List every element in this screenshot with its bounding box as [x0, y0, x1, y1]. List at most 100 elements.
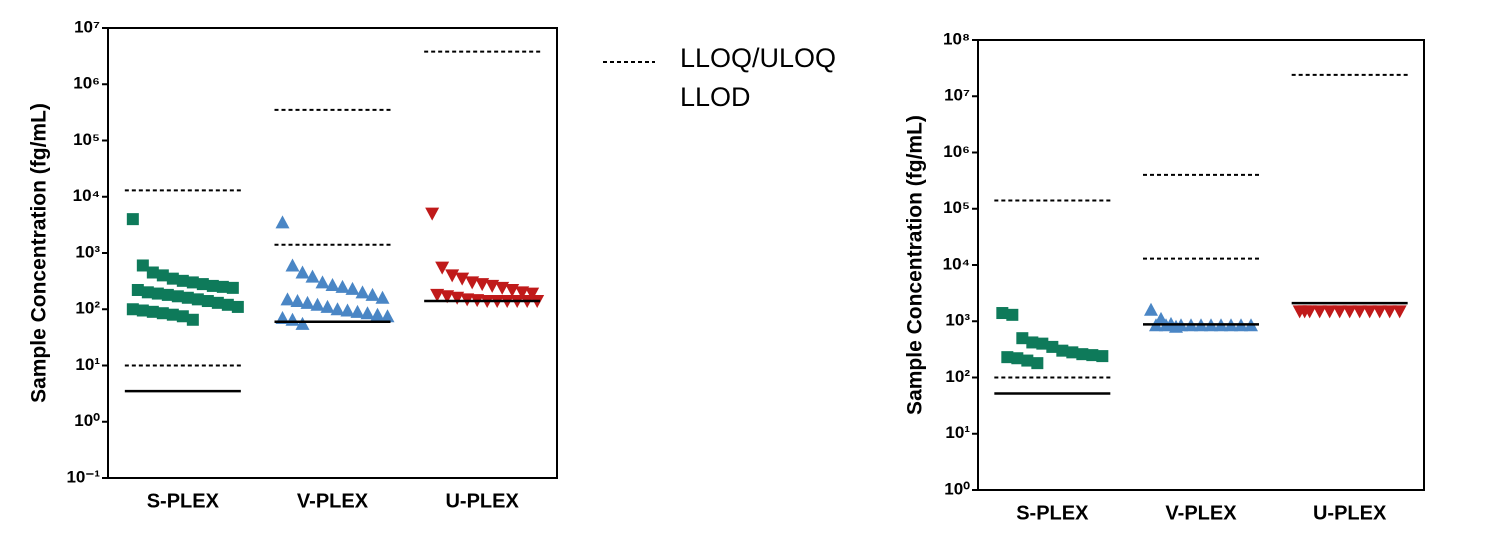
data-point: [1312, 305, 1327, 319]
data-point: [350, 304, 365, 318]
data-point: [1016, 332, 1029, 345]
y-tick-label: 10⁰: [944, 479, 970, 498]
data-point: [186, 276, 199, 289]
data-point: [475, 278, 490, 292]
data-point: [375, 290, 390, 304]
x-tick-label: S-PLEX: [147, 490, 220, 512]
data-point: [1076, 348, 1089, 361]
data-point: [996, 307, 1009, 320]
data-point: [146, 305, 159, 318]
data-point: [310, 297, 325, 311]
data-point: [156, 269, 169, 282]
data-point: [146, 266, 159, 279]
data-point: [1046, 340, 1059, 353]
data-point: [176, 310, 189, 323]
data-point: [141, 286, 154, 299]
y-tick-label: 10⁵: [73, 130, 100, 149]
data-point: [330, 302, 345, 316]
data-point: [1297, 305, 1312, 319]
data-point: [191, 293, 204, 306]
y-axis-label: Sample Concentration (fg/mL): [28, 103, 51, 403]
data-point: [335, 279, 350, 293]
data-point: [320, 299, 335, 313]
data-point: [126, 213, 139, 226]
data-point: [455, 272, 470, 286]
y-tick-label: 10⁴: [943, 254, 970, 273]
data-point: [1362, 305, 1377, 319]
data-point: [216, 280, 229, 293]
data-point: [1026, 336, 1039, 349]
x-tick-label: V-PLEX: [297, 490, 369, 512]
data-point: [1332, 305, 1347, 319]
y-tick-label: 10⁵: [943, 198, 970, 217]
data-point: [1144, 302, 1158, 316]
y-tick-label: 10²: [945, 367, 970, 386]
data-point: [201, 295, 214, 308]
data-point: [295, 316, 310, 330]
data-point: [126, 303, 139, 316]
x-tick-label: U-PLEX: [1313, 502, 1387, 524]
data-point: [181, 291, 194, 304]
data-point: [136, 259, 149, 272]
data-point: [285, 312, 300, 326]
data-point: [280, 292, 295, 306]
data-point: [1011, 352, 1024, 365]
data-point: [186, 313, 199, 326]
data-point: [430, 288, 445, 302]
y-tick-label: 10¹: [945, 423, 970, 442]
legend-label: LLOD: [680, 82, 751, 112]
data-point: [196, 278, 209, 291]
data-point: [355, 285, 370, 299]
data-point: [1342, 305, 1357, 319]
data-point: [131, 283, 144, 296]
data-point: [1322, 305, 1337, 319]
data-point: [465, 276, 480, 290]
data-point: [136, 304, 149, 317]
data-point: [1031, 357, 1044, 370]
y-tick-label: 10⁶: [943, 142, 970, 161]
data-point: [380, 309, 395, 323]
data-point: [166, 272, 179, 285]
y-axis-label: Sample Concentration (fg/mL): [904, 115, 927, 415]
data-point: [231, 300, 244, 313]
data-point: [206, 279, 219, 292]
data-point: [1036, 337, 1049, 350]
data-point: [495, 281, 510, 295]
data-point: [345, 281, 360, 295]
y-tick-label: 10⁰: [74, 411, 100, 430]
data-point: [1372, 305, 1387, 319]
data-point: [295, 265, 310, 279]
data-point: [171, 290, 184, 303]
data-point: [315, 275, 330, 289]
y-tick-label: 10¹: [75, 355, 100, 374]
data-point: [161, 288, 174, 301]
y-tick-label: 10²: [75, 299, 100, 318]
data-point: [435, 261, 450, 275]
data-point: [1021, 354, 1034, 367]
data-point: [445, 269, 460, 283]
y-tick-label: 10³: [75, 242, 100, 261]
data-point: [1056, 344, 1069, 357]
data-point: [450, 291, 465, 305]
y-tick-label: 10³: [945, 311, 970, 330]
data-point: [340, 303, 355, 317]
data-point: [1382, 305, 1397, 319]
data-point: [300, 295, 315, 309]
data-point: [1001, 351, 1014, 364]
x-tick-label: S-PLEX: [1016, 502, 1089, 524]
data-point: [151, 287, 164, 300]
data-point: [425, 207, 440, 221]
data-point: [275, 215, 290, 229]
data-point: [360, 306, 375, 320]
data-point: [221, 298, 234, 311]
y-tick-label: 10⁶: [73, 74, 100, 93]
data-point: [156, 307, 169, 320]
data-point: [285, 258, 300, 272]
data-point: [365, 287, 380, 301]
y-tick-label: 10⁴: [73, 186, 100, 205]
data-point: [1392, 305, 1407, 319]
y-tick-label: 10⁻¹: [66, 467, 100, 486]
data-point: [525, 287, 540, 301]
data-point: [370, 307, 385, 321]
